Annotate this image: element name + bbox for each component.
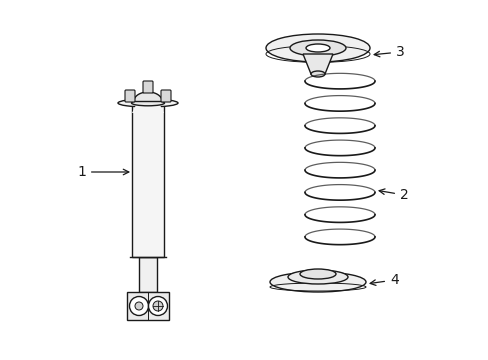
Ellipse shape — [265, 34, 369, 62]
FancyBboxPatch shape — [125, 90, 135, 102]
Circle shape — [135, 302, 142, 310]
Ellipse shape — [269, 272, 365, 292]
Ellipse shape — [287, 270, 347, 284]
FancyBboxPatch shape — [142, 81, 153, 93]
FancyBboxPatch shape — [127, 292, 169, 320]
FancyBboxPatch shape — [139, 257, 157, 292]
Circle shape — [153, 301, 163, 311]
FancyBboxPatch shape — [132, 101, 163, 257]
Ellipse shape — [289, 40, 346, 56]
Ellipse shape — [299, 269, 335, 279]
Text: 1: 1 — [77, 165, 128, 179]
Ellipse shape — [131, 100, 164, 106]
Text: 3: 3 — [373, 45, 404, 59]
Text: 4: 4 — [369, 273, 398, 287]
Ellipse shape — [310, 71, 325, 77]
Text: 2: 2 — [378, 188, 408, 202]
FancyBboxPatch shape — [161, 90, 171, 102]
Polygon shape — [303, 54, 332, 74]
Circle shape — [148, 297, 167, 315]
Ellipse shape — [305, 44, 329, 52]
Circle shape — [129, 297, 148, 315]
Ellipse shape — [118, 99, 178, 107]
Polygon shape — [132, 101, 163, 113]
